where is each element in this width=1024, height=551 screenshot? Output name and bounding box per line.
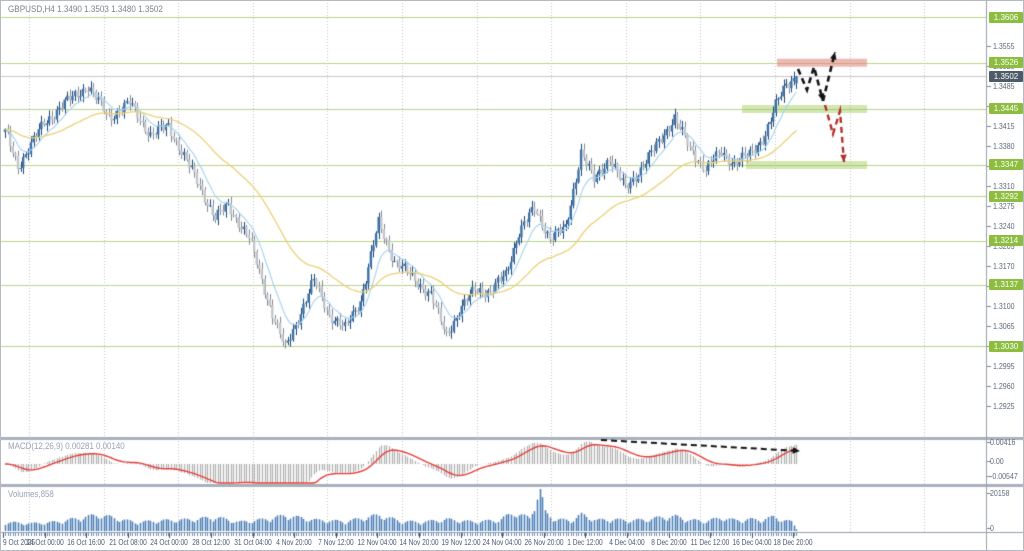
- price-chart-canvas[interactable]: [1, 1, 1023, 550]
- chart-window: GBPUSD,H4 1.3490 1.3503 1.3480 1.3502 MA…: [0, 0, 1024, 551]
